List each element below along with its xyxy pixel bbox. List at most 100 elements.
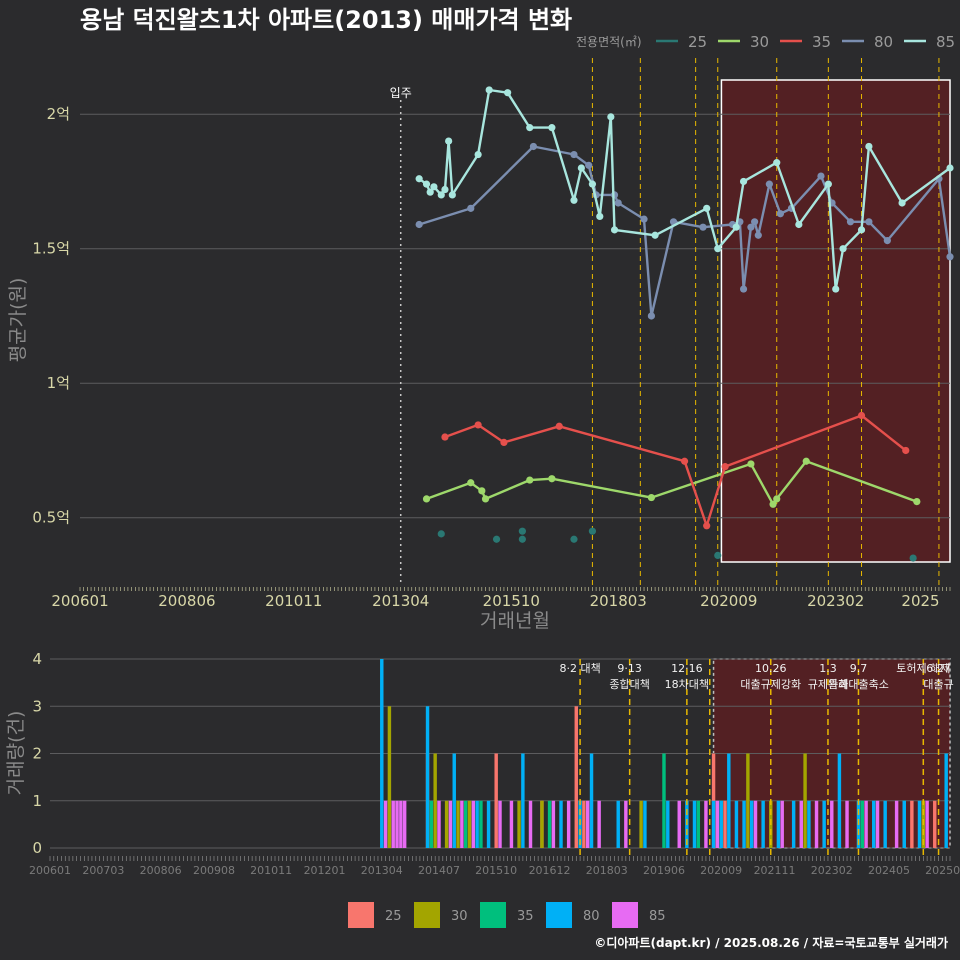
volume-x-tick-label: 202302 xyxy=(811,864,853,877)
data-point-80 xyxy=(846,218,855,226)
data-point-30 xyxy=(467,479,475,487)
volume-bar-85 xyxy=(704,800,708,848)
volume-bar-80 xyxy=(643,800,647,848)
legend-label-25: 25 xyxy=(688,33,707,51)
bar-legend-key-25 xyxy=(348,902,374,928)
volume-x-tick-label: 200703 xyxy=(82,864,124,877)
data-point-85 xyxy=(857,226,866,234)
volume-y-tick-label: 1 xyxy=(32,792,42,810)
data-point-85 xyxy=(773,159,781,167)
data-point-85 xyxy=(610,226,619,234)
data-point-35 xyxy=(703,522,711,530)
volume-x-tick-label: 200806 xyxy=(140,864,182,877)
bar-legend-key-35 xyxy=(480,902,506,928)
volume-bar-85 xyxy=(395,800,399,848)
price-x-tick-label: 201011 xyxy=(265,592,322,610)
volume-y-axis-label: 거래량(건) xyxy=(5,711,27,796)
data-point-80 xyxy=(415,220,423,229)
data-point-85 xyxy=(448,191,456,199)
bar-legend-label-35: 35 xyxy=(517,909,534,924)
data-point-85 xyxy=(526,124,534,132)
legend-label-80: 80 xyxy=(874,33,893,51)
data-point-85 xyxy=(445,137,453,145)
volume-bar-80 xyxy=(902,800,906,848)
data-point-85 xyxy=(832,285,840,293)
price-y-tick-label: 1.5억 xyxy=(32,240,70,258)
data-point-80 xyxy=(754,231,762,239)
series-line-80 xyxy=(418,145,952,318)
volume-bar-85 xyxy=(566,800,571,848)
policy-label: 규제완화 xyxy=(808,678,848,691)
data-point-85 xyxy=(485,86,493,94)
volume-x-tick-label: 201510 xyxy=(475,864,517,877)
data-point-35 xyxy=(555,422,563,430)
volume-bar-85 xyxy=(845,800,849,848)
data-point-30 xyxy=(548,475,556,483)
volume-bar-80 xyxy=(761,800,765,848)
data-point-25 xyxy=(518,527,526,535)
volume-bar-85 xyxy=(498,800,502,848)
volume-bar-80 xyxy=(486,800,491,848)
price-x-tick-label: 201510 xyxy=(483,592,540,610)
volume-bar-30 xyxy=(433,753,437,848)
data-point-85 xyxy=(504,89,512,97)
data-point-85 xyxy=(898,199,906,207)
data-point-30 xyxy=(647,493,655,502)
data-point-25 xyxy=(588,527,597,535)
volume-bar-30 xyxy=(746,753,750,848)
volume-x-tick-label: 201011 xyxy=(250,864,292,877)
data-point-30 xyxy=(773,495,781,503)
volume-bar-85 xyxy=(780,800,784,848)
data-point-85 xyxy=(422,180,431,188)
price-x-tick-label: 200806 xyxy=(158,592,215,610)
volume-bar-80 xyxy=(666,800,670,848)
data-point-85 xyxy=(441,185,449,194)
volume-bar-85 xyxy=(391,800,395,848)
data-point-80 xyxy=(776,210,785,218)
data-point-85 xyxy=(795,220,803,229)
data-point-80 xyxy=(946,253,954,261)
series-80 xyxy=(415,142,954,320)
legend-title: 전용면적(㎡) xyxy=(576,35,642,49)
data-point-35 xyxy=(857,411,866,420)
move-in-label: 입주 xyxy=(390,86,412,100)
volume-bar-85 xyxy=(875,800,880,848)
volume-bar-30 xyxy=(639,800,643,848)
volume-bar-85 xyxy=(799,800,803,848)
data-point-80 xyxy=(751,218,759,226)
volume-bar-85 xyxy=(624,800,628,848)
volume-bar-80 xyxy=(727,753,731,848)
volume-bar-30 xyxy=(456,800,460,848)
data-point-30 xyxy=(747,460,755,468)
data-point-80 xyxy=(817,172,825,180)
volume-bar-80 xyxy=(883,800,887,848)
bar-legend-label-80: 80 xyxy=(583,909,600,924)
price-y-axis-label: 평균가(원) xyxy=(7,278,29,363)
volume-bar-80 xyxy=(380,659,384,848)
volume-x-tick-label: 201304 xyxy=(361,864,403,877)
volume-bar-80 xyxy=(807,800,811,848)
chart-title: 용남 덕진왈츠1차 아파트(2013) 매매가격 변화 xyxy=(80,6,572,34)
data-point-25 xyxy=(492,535,501,543)
volume-bar-80 xyxy=(742,800,746,848)
volume-bar-80 xyxy=(711,800,716,848)
volume-bar-85 xyxy=(528,800,533,848)
data-point-80 xyxy=(747,223,755,231)
data-point-80 xyxy=(865,218,873,226)
data-point-85 xyxy=(607,113,615,121)
data-point-25 xyxy=(518,535,526,543)
volume-bar-85 xyxy=(448,800,453,848)
volume-bar-85 xyxy=(383,800,388,848)
policy-label: 9.7 xyxy=(850,662,868,675)
policy-label: 6.27 xyxy=(926,662,951,675)
data-point-25 xyxy=(437,530,445,538)
data-point-35 xyxy=(441,433,449,441)
volume-bar-85 xyxy=(925,800,929,848)
volume-x-tick-label: 201407 xyxy=(418,864,460,877)
data-point-85 xyxy=(739,177,748,186)
volume-bar-80 xyxy=(559,800,563,848)
data-point-30 xyxy=(481,495,490,503)
